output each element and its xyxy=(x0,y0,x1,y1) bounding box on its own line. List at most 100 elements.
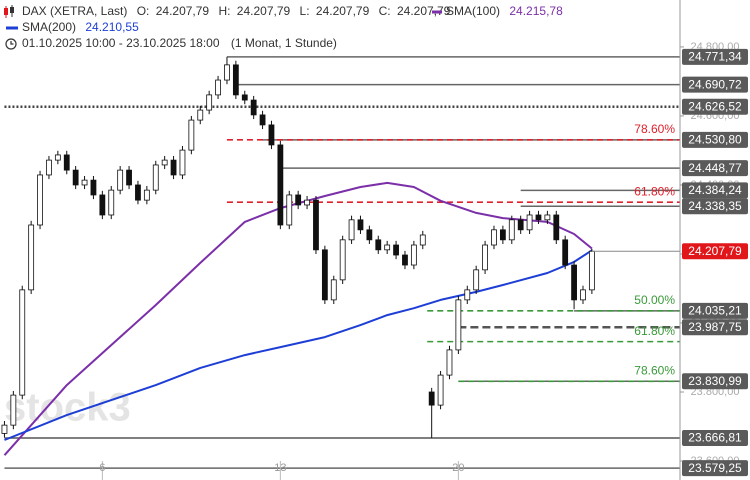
level-box xyxy=(682,76,748,93)
candle-body xyxy=(437,374,444,406)
candle-body xyxy=(295,194,302,206)
instrument-title: DAX (XETRA, Last) xyxy=(22,4,127,18)
ohlc-key: H: xyxy=(218,4,230,18)
level-label: 23.666,81 xyxy=(688,431,742,445)
level-label: 24.384,24 xyxy=(688,183,742,197)
candle-body xyxy=(286,194,293,226)
candle-body xyxy=(482,244,488,271)
candle-body xyxy=(188,119,195,151)
candle-body xyxy=(553,214,560,241)
period-span: (1 Monat, 1 Stunde) xyxy=(231,36,337,50)
level-box xyxy=(682,160,748,177)
candle-body xyxy=(321,249,328,301)
candle-body xyxy=(277,144,284,226)
level-label: 23.987,75 xyxy=(688,320,742,334)
candle-body xyxy=(580,289,586,301)
x-tick-label: 20 xyxy=(452,462,464,474)
candle-body xyxy=(268,124,275,146)
candle-body xyxy=(330,279,337,301)
header-backdrop xyxy=(0,0,560,52)
candle-body xyxy=(224,64,230,81)
fib-label: 78.60% xyxy=(634,363,675,377)
candle-body xyxy=(562,239,569,266)
ohlc-value: 24.207,79 xyxy=(237,4,291,18)
candle-body xyxy=(10,394,17,426)
ohlc-key: L: xyxy=(300,4,310,18)
candle-body xyxy=(304,199,310,206)
ohlc-key: O: xyxy=(137,4,150,18)
candle-body xyxy=(250,99,257,116)
level-box xyxy=(682,198,748,215)
candle-body xyxy=(161,159,168,166)
candle-body xyxy=(473,269,480,291)
ohlc-value: 24.207,79 xyxy=(156,4,210,18)
level-box xyxy=(682,319,748,336)
candle-body xyxy=(99,194,106,216)
candle-body xyxy=(179,149,186,176)
fib-label: 50.00% xyxy=(634,293,675,307)
candle-body xyxy=(402,254,408,266)
level-box xyxy=(682,131,748,148)
candle-body xyxy=(410,244,417,266)
level-box xyxy=(682,182,748,199)
level-box xyxy=(682,373,748,390)
candle-body xyxy=(37,174,43,226)
candle-body xyxy=(526,214,533,231)
header-line: DAX (XETRA, Last) O: 24.207,79 H: 24.207… xyxy=(22,4,451,18)
candle-body xyxy=(197,109,204,121)
fib-label: 78.60% xyxy=(634,122,675,136)
axis-layer: 23.600,0023.800,0024.000,0024.200,0024.4… xyxy=(99,0,748,480)
candle-body xyxy=(1,424,8,434)
ohlc-key: C: xyxy=(379,4,391,18)
candle-body xyxy=(126,169,132,186)
candle-body xyxy=(366,229,373,241)
level-label: 24.338,35 xyxy=(688,199,742,213)
level-label: 24.035,21 xyxy=(688,304,742,318)
ohlc-value: 24.207,79 xyxy=(316,4,370,18)
candle-body xyxy=(170,159,177,176)
candle-body xyxy=(135,184,141,201)
candle-body xyxy=(259,114,266,126)
candle-body xyxy=(499,229,506,241)
candle-body xyxy=(517,219,524,231)
fib-label: 61.80% xyxy=(634,184,675,198)
candle-body xyxy=(571,264,577,301)
level-box xyxy=(682,302,748,319)
candle-body xyxy=(339,239,346,281)
level-label: 24.448,77 xyxy=(688,161,742,175)
level-box xyxy=(682,429,748,446)
candle-body xyxy=(152,164,159,191)
candle-body xyxy=(544,214,551,221)
candle-body xyxy=(357,219,364,231)
level-label: 23.579,25 xyxy=(688,461,742,475)
candle-body xyxy=(241,94,248,101)
ohlc-value: 24.207,79 xyxy=(397,4,451,18)
candle-body xyxy=(108,189,115,216)
candle-body xyxy=(428,391,435,406)
candle-body xyxy=(215,79,221,96)
x-tick-label: 6 xyxy=(99,462,105,474)
legend-name: SMA(100) xyxy=(446,4,500,18)
fib-label: 61.80% xyxy=(634,324,675,338)
candle-body xyxy=(375,239,382,251)
period-line: 01.10.2025 10:00 - 23.10.2025 18:00 (1 M… xyxy=(22,36,337,50)
last-price-label: 24.207,79 xyxy=(688,244,742,258)
level-label: 24.771,34 xyxy=(688,49,742,63)
candle-body xyxy=(446,349,453,376)
candle-body xyxy=(81,179,88,186)
level-box xyxy=(682,48,748,65)
candle-body xyxy=(348,219,355,241)
candle-body xyxy=(28,224,35,291)
level-label: 24.530,80 xyxy=(688,132,742,146)
candle-body xyxy=(419,234,426,246)
level-box xyxy=(682,460,748,477)
legend-value: 24.215,78 xyxy=(509,4,563,18)
candle-body xyxy=(508,219,515,241)
candle-body xyxy=(117,169,124,191)
candle-body xyxy=(63,154,70,171)
x-tick-label: 13 xyxy=(274,462,286,474)
candle-body xyxy=(46,159,52,176)
